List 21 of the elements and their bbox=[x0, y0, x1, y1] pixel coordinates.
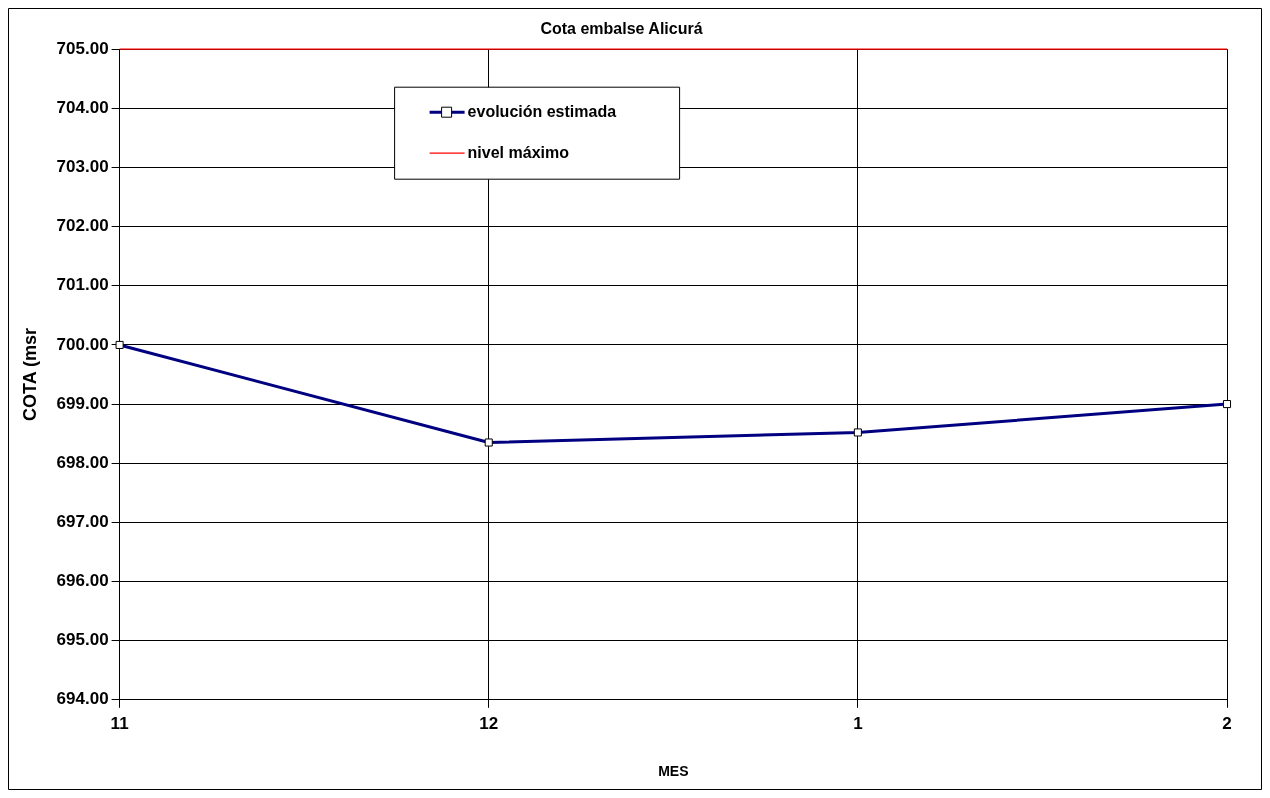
y-tick-label: 698.00 bbox=[56, 452, 109, 472]
x-axis-title: MES bbox=[658, 763, 689, 780]
y-tick-label: 705.00 bbox=[56, 38, 109, 58]
x-tick-label: 2 bbox=[1222, 713, 1232, 733]
y-tick-label: 696.00 bbox=[56, 571, 109, 591]
y-tick-label: 702.00 bbox=[56, 216, 109, 236]
y-tick-label: 703.00 bbox=[56, 157, 109, 177]
chart-title: Cota embalse Alicurá bbox=[540, 20, 703, 38]
y-tick-label: 700.00 bbox=[56, 334, 109, 354]
x-tick-label: 12 bbox=[479, 713, 499, 733]
legend-label: nivel máximo bbox=[467, 143, 570, 161]
x-tick-label: 11 bbox=[110, 713, 129, 733]
legend-label: evolución estimada bbox=[467, 102, 617, 120]
y-tick-label: 699.00 bbox=[56, 393, 109, 413]
y-tick-label: 694.00 bbox=[56, 689, 109, 709]
y-axis-title: COTA (msr bbox=[19, 327, 40, 422]
y-tick-label: 704.00 bbox=[56, 98, 109, 118]
y-tick-label: 697.00 bbox=[56, 512, 109, 532]
y-tick-label: 701.00 bbox=[56, 275, 109, 295]
y-tick-label: 695.00 bbox=[56, 630, 109, 650]
x-tick-label: 1 bbox=[853, 713, 863, 733]
